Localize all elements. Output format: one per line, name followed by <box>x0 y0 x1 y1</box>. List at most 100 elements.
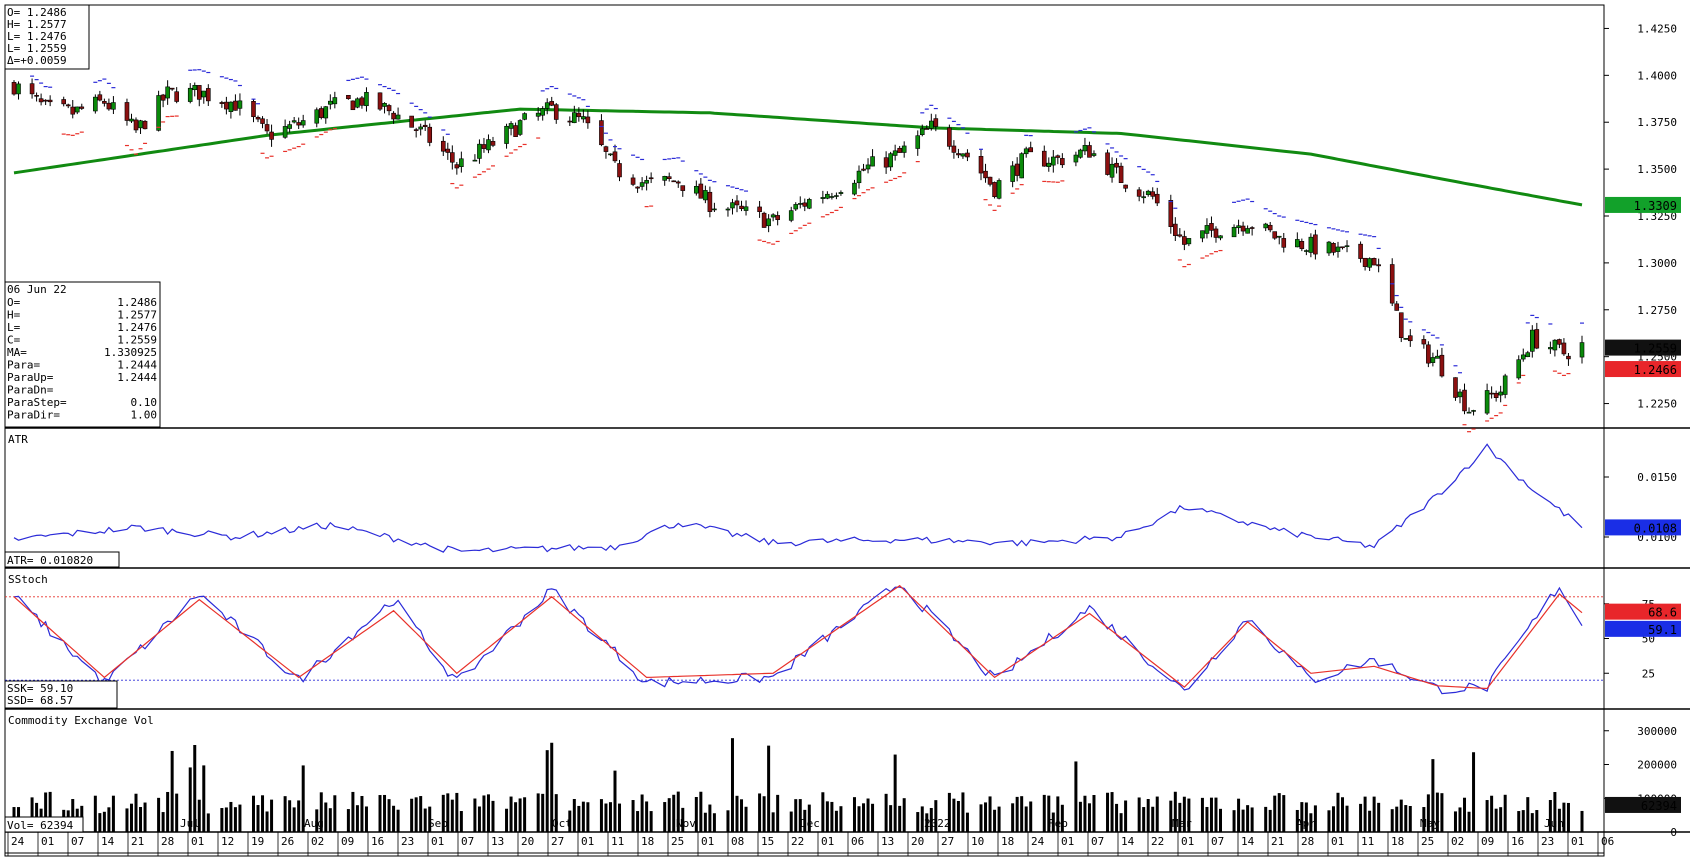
volume-bar <box>1304 802 1308 832</box>
price-tick-label: 1.2250 <box>1637 398 1677 411</box>
volume-readout-frame <box>4 816 84 833</box>
volume-bar <box>161 812 165 832</box>
volume-bar <box>1155 796 1159 832</box>
ssk-badge: 59.1 <box>1605 620 1681 637</box>
info-key: ParaStep= <box>7 396 67 409</box>
volume-bar <box>839 806 843 832</box>
candle-body <box>133 119 139 131</box>
candle-body <box>1421 339 1427 345</box>
candle-body <box>1534 329 1540 349</box>
candle-body <box>93 96 98 112</box>
volume-bar <box>224 807 228 832</box>
candle-body <box>1299 241 1305 249</box>
volume-bar <box>297 800 301 832</box>
volume-bar <box>1530 813 1534 832</box>
candle-body <box>897 147 902 153</box>
atr-badge: 0.0108 <box>1605 519 1681 536</box>
volume-bar <box>428 806 432 832</box>
volume-bar <box>1336 792 1340 832</box>
volume-bar <box>364 806 368 832</box>
volume-bar <box>1499 807 1503 832</box>
volume-bar <box>708 804 712 832</box>
volume-bar <box>1557 808 1561 832</box>
candle-body <box>1272 231 1278 239</box>
candle-body <box>1525 352 1531 358</box>
candle-body <box>992 182 997 198</box>
atr-badge-text: 0.0108 <box>1634 521 1677 535</box>
candle-body <box>1055 155 1061 158</box>
volume-bar <box>825 801 829 832</box>
candle-body <box>1439 354 1445 377</box>
close-badge-text: 1.2559 <box>1634 342 1677 356</box>
candle-body <box>1462 389 1467 412</box>
candle-body <box>1123 184 1128 189</box>
x-month-label: Jun <box>1544 817 1564 830</box>
volume-bar <box>1015 796 1019 832</box>
info-key: Para= <box>7 359 40 372</box>
volume-bar <box>93 795 97 832</box>
volume-bar <box>794 799 798 832</box>
candle-body <box>206 88 211 102</box>
volume-bar <box>1178 802 1182 832</box>
volume-bar <box>636 811 640 832</box>
volume-bar <box>1503 794 1507 832</box>
x-day-label: 16 <box>1511 835 1524 848</box>
candle-body <box>1516 359 1522 379</box>
volume-bar <box>387 799 391 832</box>
candle-body <box>61 99 67 105</box>
volume-bar <box>265 811 269 832</box>
volume-bar <box>1250 807 1254 832</box>
volume-bar <box>1521 810 1525 832</box>
candle-body <box>761 212 767 228</box>
volume-bar <box>821 792 825 832</box>
candle-body <box>1457 391 1463 398</box>
candle-body <box>1114 162 1119 168</box>
candle-body <box>1331 243 1336 253</box>
candle-body <box>291 120 297 123</box>
candle-body <box>915 135 921 149</box>
info-panel: O= 1.2486 H= 1.2577 L= 1.2476 C= 1.2559 MA= 1.330… <box>4 281 161 428</box>
volume-bar <box>1205 806 1209 832</box>
volume-bar <box>1056 796 1060 832</box>
volume-bar <box>396 809 400 832</box>
volume-bar <box>1042 794 1046 832</box>
candle-body <box>445 148 451 153</box>
candle-body <box>581 116 586 120</box>
atr-readout: ATR= 0.010820 <box>7 554 93 567</box>
x-day-label: 06 <box>851 835 864 848</box>
volume-bar <box>1119 813 1123 832</box>
x-day-label: 25 <box>671 835 684 848</box>
candle-body <box>1344 245 1350 247</box>
candle-body <box>892 150 898 156</box>
volume-bar <box>1047 795 1051 832</box>
volume-bar <box>383 794 387 832</box>
candle-body <box>1204 225 1210 234</box>
candle-body <box>1213 228 1219 238</box>
volume-bar <box>1490 795 1494 832</box>
x-day-label: 11 <box>611 835 624 848</box>
candle-body <box>806 199 812 209</box>
volume-bar <box>505 808 509 832</box>
volume-bar <box>233 807 237 832</box>
candle-body <box>38 98 44 103</box>
info-value: 0.10 <box>131 396 158 409</box>
atr-badge-bg <box>1605 519 1681 536</box>
volume-bar <box>956 800 960 832</box>
ssk-badge-bg <box>1605 620 1681 637</box>
ssd-line <box>13 584 1583 690</box>
x-day-label: 21 <box>131 835 144 848</box>
info-value: 1.2476 <box>117 321 157 334</box>
candle-body <box>739 205 744 209</box>
volume-title: Commodity Exchange Vol <box>8 714 154 727</box>
candle-body <box>1471 410 1476 412</box>
ohlc-o: O= 1.2486 <box>7 6 67 19</box>
volume-bar <box>577 805 581 832</box>
candle-body <box>16 83 21 95</box>
ssd-badge-bg <box>1605 603 1681 620</box>
volume-bar <box>1277 793 1281 832</box>
x-day-label: 13 <box>881 835 894 848</box>
candle-body <box>549 101 555 106</box>
candle-body <box>228 101 234 112</box>
